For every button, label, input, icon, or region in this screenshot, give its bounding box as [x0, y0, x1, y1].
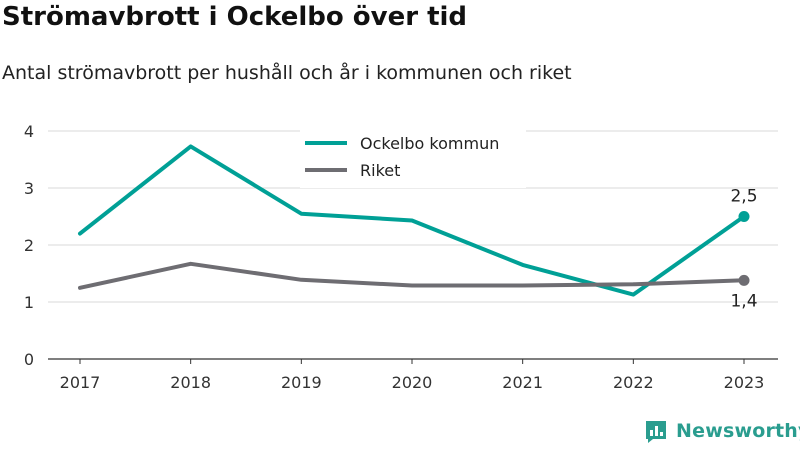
x-tick-label: 2018	[170, 373, 211, 392]
series-lines: 2,5 1,4	[78, 144, 758, 311]
y-axis-tick-labels: 0 1 2 3 4	[24, 122, 34, 369]
series-end-marker-riket	[738, 274, 750, 286]
chart-subtitle: Antal strömavbrott per hushåll och år i …	[2, 62, 572, 84]
legend-background	[300, 126, 526, 188]
series-line-riket	[78, 261, 746, 290]
brand: Newsworthy	[644, 418, 800, 444]
series-end-label: 2,5	[730, 187, 757, 207]
series-end-marker-ockelbo	[738, 211, 750, 222]
x-tick-label: 2021	[502, 373, 543, 392]
x-tick-label: 2023	[724, 373, 765, 392]
chart-title: Strömavbrott i Ockelbo över tid	[2, 2, 468, 32]
x-tick-label: 2020	[392, 373, 433, 392]
series-end-label: 1,4	[730, 291, 757, 311]
newsworthy-logo-icon	[646, 421, 666, 443]
legend: Ockelbo kommun Riket	[300, 126, 526, 188]
y-tick-label: 2	[24, 236, 34, 255]
y-tick-label: 4	[24, 122, 34, 141]
legend-label: Riket	[360, 161, 400, 180]
x-axis-tick-labels: 2017 2018 2019 2020 2021 2022 2023	[60, 359, 765, 392]
x-tick-label: 2019	[281, 373, 322, 392]
y-tick-label: 3	[24, 179, 34, 198]
legend-label: Ockelbo kommun	[360, 134, 499, 153]
brand-name: Newsworthy	[676, 420, 800, 442]
x-tick-label: 2017	[60, 373, 101, 392]
x-tick-label: 2022	[613, 373, 654, 392]
y-tick-label: 1	[24, 293, 34, 312]
series-line-ockelbo	[78, 144, 746, 297]
y-tick-label: 0	[24, 350, 34, 369]
